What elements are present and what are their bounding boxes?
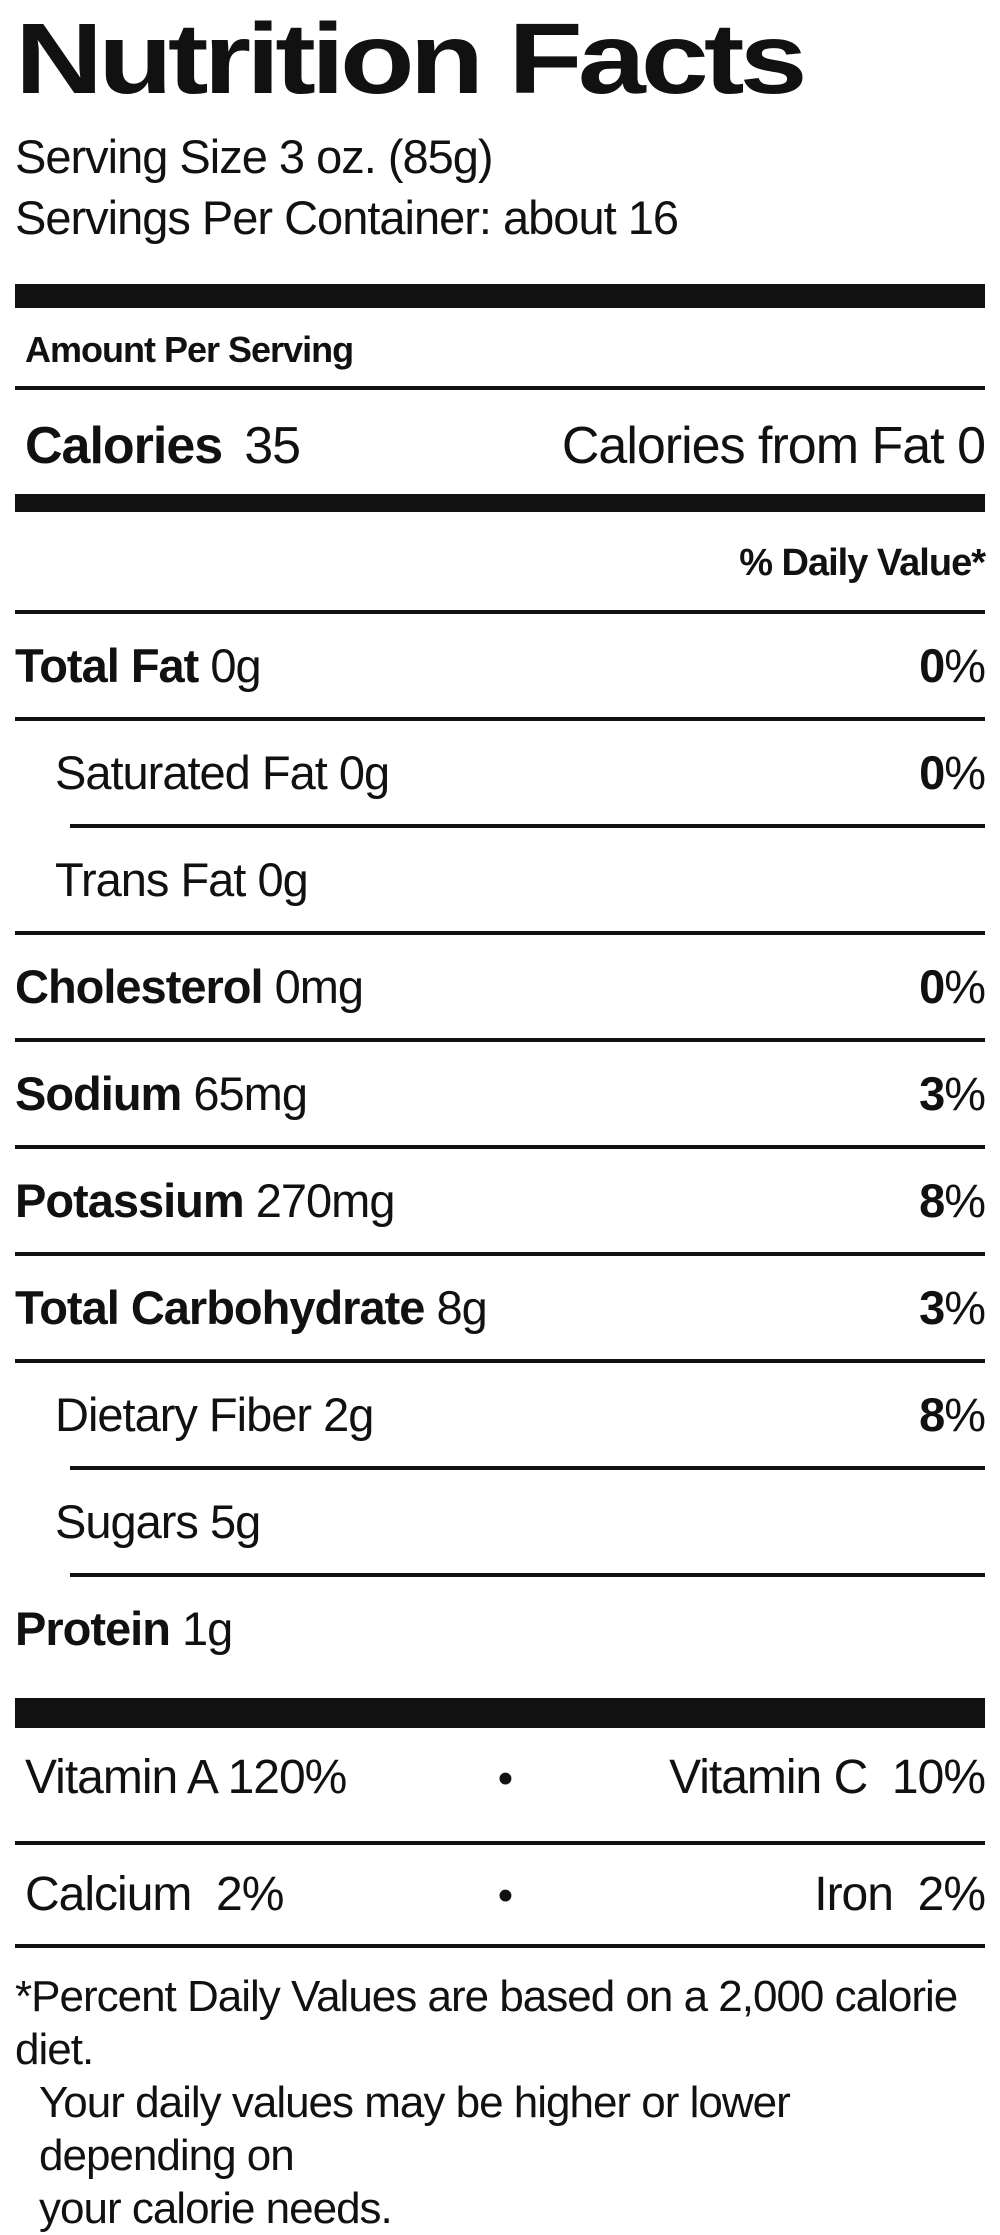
iron-value: Iron 2% (814, 1868, 986, 1921)
separator-rule (15, 1145, 985, 1149)
daily-values-footnote: *Percent Daily Values are based on a 2,0… (15, 1948, 985, 2235)
daily-value: 8% (919, 1174, 986, 1227)
nutrient-name-amount: Cholesterol 0mg (15, 960, 364, 1013)
daily-value: 8% (919, 1388, 986, 1441)
separator-rule (15, 717, 985, 721)
separator-rule (15, 1038, 985, 1042)
nutrient-row-potassium: Potassium 270mg 8% (15, 1149, 986, 1252)
separator-rule (15, 1944, 985, 1948)
nutrient-name-amount: Dietary Fiber 2g (55, 1388, 374, 1441)
nutrient-row-dietary-fiber: Dietary Fiber 2g 8% (15, 1363, 986, 1466)
micronutrient-row-2: Calcium 2% • Iron 2% (15, 1845, 986, 1944)
label-title-text: Nutrition Facts (15, 3, 807, 115)
daily-value: 0% (919, 746, 986, 799)
thick-separator-bar (15, 1698, 985, 1728)
nutrient-row-saturated-fat: Saturated Fat 0g 0% (15, 721, 986, 824)
nutrition-facts-label: Nutrition Facts Serving Size 3 oz. (85g)… (15, 6, 986, 2233)
separator-rule-indented (70, 824, 985, 828)
daily-value: 3% (919, 1281, 986, 1334)
calories-label: Calories (25, 417, 223, 475)
nutrient-name-amount: Total Fat 0g (15, 639, 262, 692)
nutrient-name-amount: Protein 1g (15, 1602, 233, 1655)
calcium-value: Calcium 2% (25, 1868, 284, 1921)
calories-value: 35 (244, 417, 301, 475)
nutrient-name-amount: Saturated Fat 0g (55, 746, 390, 799)
thick-separator-bar (15, 494, 985, 512)
nutrient-name-amount: Sodium 65mg (15, 1067, 308, 1120)
bullet-separator: • (497, 1871, 513, 1920)
label-title: Nutrition Facts (15, 6, 985, 112)
vitamin-c-value: Vitamin C 10% (669, 1751, 986, 1804)
daily-value: 3% (919, 1067, 986, 1120)
nutrient-row-sodium: Sodium 65mg 3% (15, 1042, 986, 1145)
footnote-line: your calorie needs. (39, 2184, 393, 2233)
serving-size: Serving Size 3 oz. (85g) (15, 130, 494, 183)
micronutrient-row-1: Vitamin A 120% • Vitamin C 10% (15, 1728, 986, 1841)
separator-rule (15, 1841, 985, 1845)
nutrient-name-amount: Trans Fat 0g (55, 853, 309, 906)
vitamin-a-value: Vitamin A 120% (25, 1751, 347, 1804)
daily-value: 0% (919, 639, 986, 692)
separator-rule (15, 931, 985, 935)
daily-value: 0% (919, 960, 986, 1013)
nutrient-row-cholesterol: Cholesterol 0mg 0% (15, 935, 986, 1038)
separator-rule-indented (70, 1573, 985, 1577)
footnote-line: Your daily values may be higher or lower… (39, 2078, 791, 2180)
separator-rule (15, 1359, 985, 1363)
separator-rule (15, 386, 985, 390)
servings-per-container: Servings Per Container: about 16 (15, 191, 679, 244)
daily-value-header: % Daily Value* (739, 542, 986, 584)
nutrient-row-sugars: Sugars 5g (15, 1470, 985, 1573)
nutrient-name-amount: Sugars 5g (55, 1495, 261, 1548)
nutrient-row-total-carbohydrate: Total Carbohydrate 8g 3% (15, 1256, 986, 1359)
nutrient-row-total-fat: Total Fat 0g 0% (15, 614, 986, 717)
nutrient-name-amount: Total Carbohydrate 8g (15, 1281, 488, 1334)
separator-rule (15, 610, 985, 614)
amount-per-serving-heading: Amount Per Serving (25, 329, 354, 370)
nutrient-row-protein: Protein 1g (15, 1577, 985, 1698)
separator-rule-indented (70, 1466, 985, 1470)
calories-row: Calories 35 Calories from Fat 0 (15, 390, 986, 494)
thick-separator-bar (15, 284, 985, 308)
nutrient-row-trans-fat: Trans Fat 0g (15, 828, 985, 931)
calories-from-fat: Calories from Fat 0 (561, 417, 986, 475)
nutrient-name-amount: Potassium 270mg (15, 1174, 395, 1227)
footnote-line: *Percent Daily Values are based on a 2,0… (15, 1972, 958, 2074)
separator-rule (15, 1252, 985, 1256)
bullet-separator: • (497, 1754, 513, 1803)
serving-info: Serving Size 3 oz. (85g) Servings Per Co… (15, 126, 985, 248)
calories-cell: Calories 35 (25, 417, 301, 475)
